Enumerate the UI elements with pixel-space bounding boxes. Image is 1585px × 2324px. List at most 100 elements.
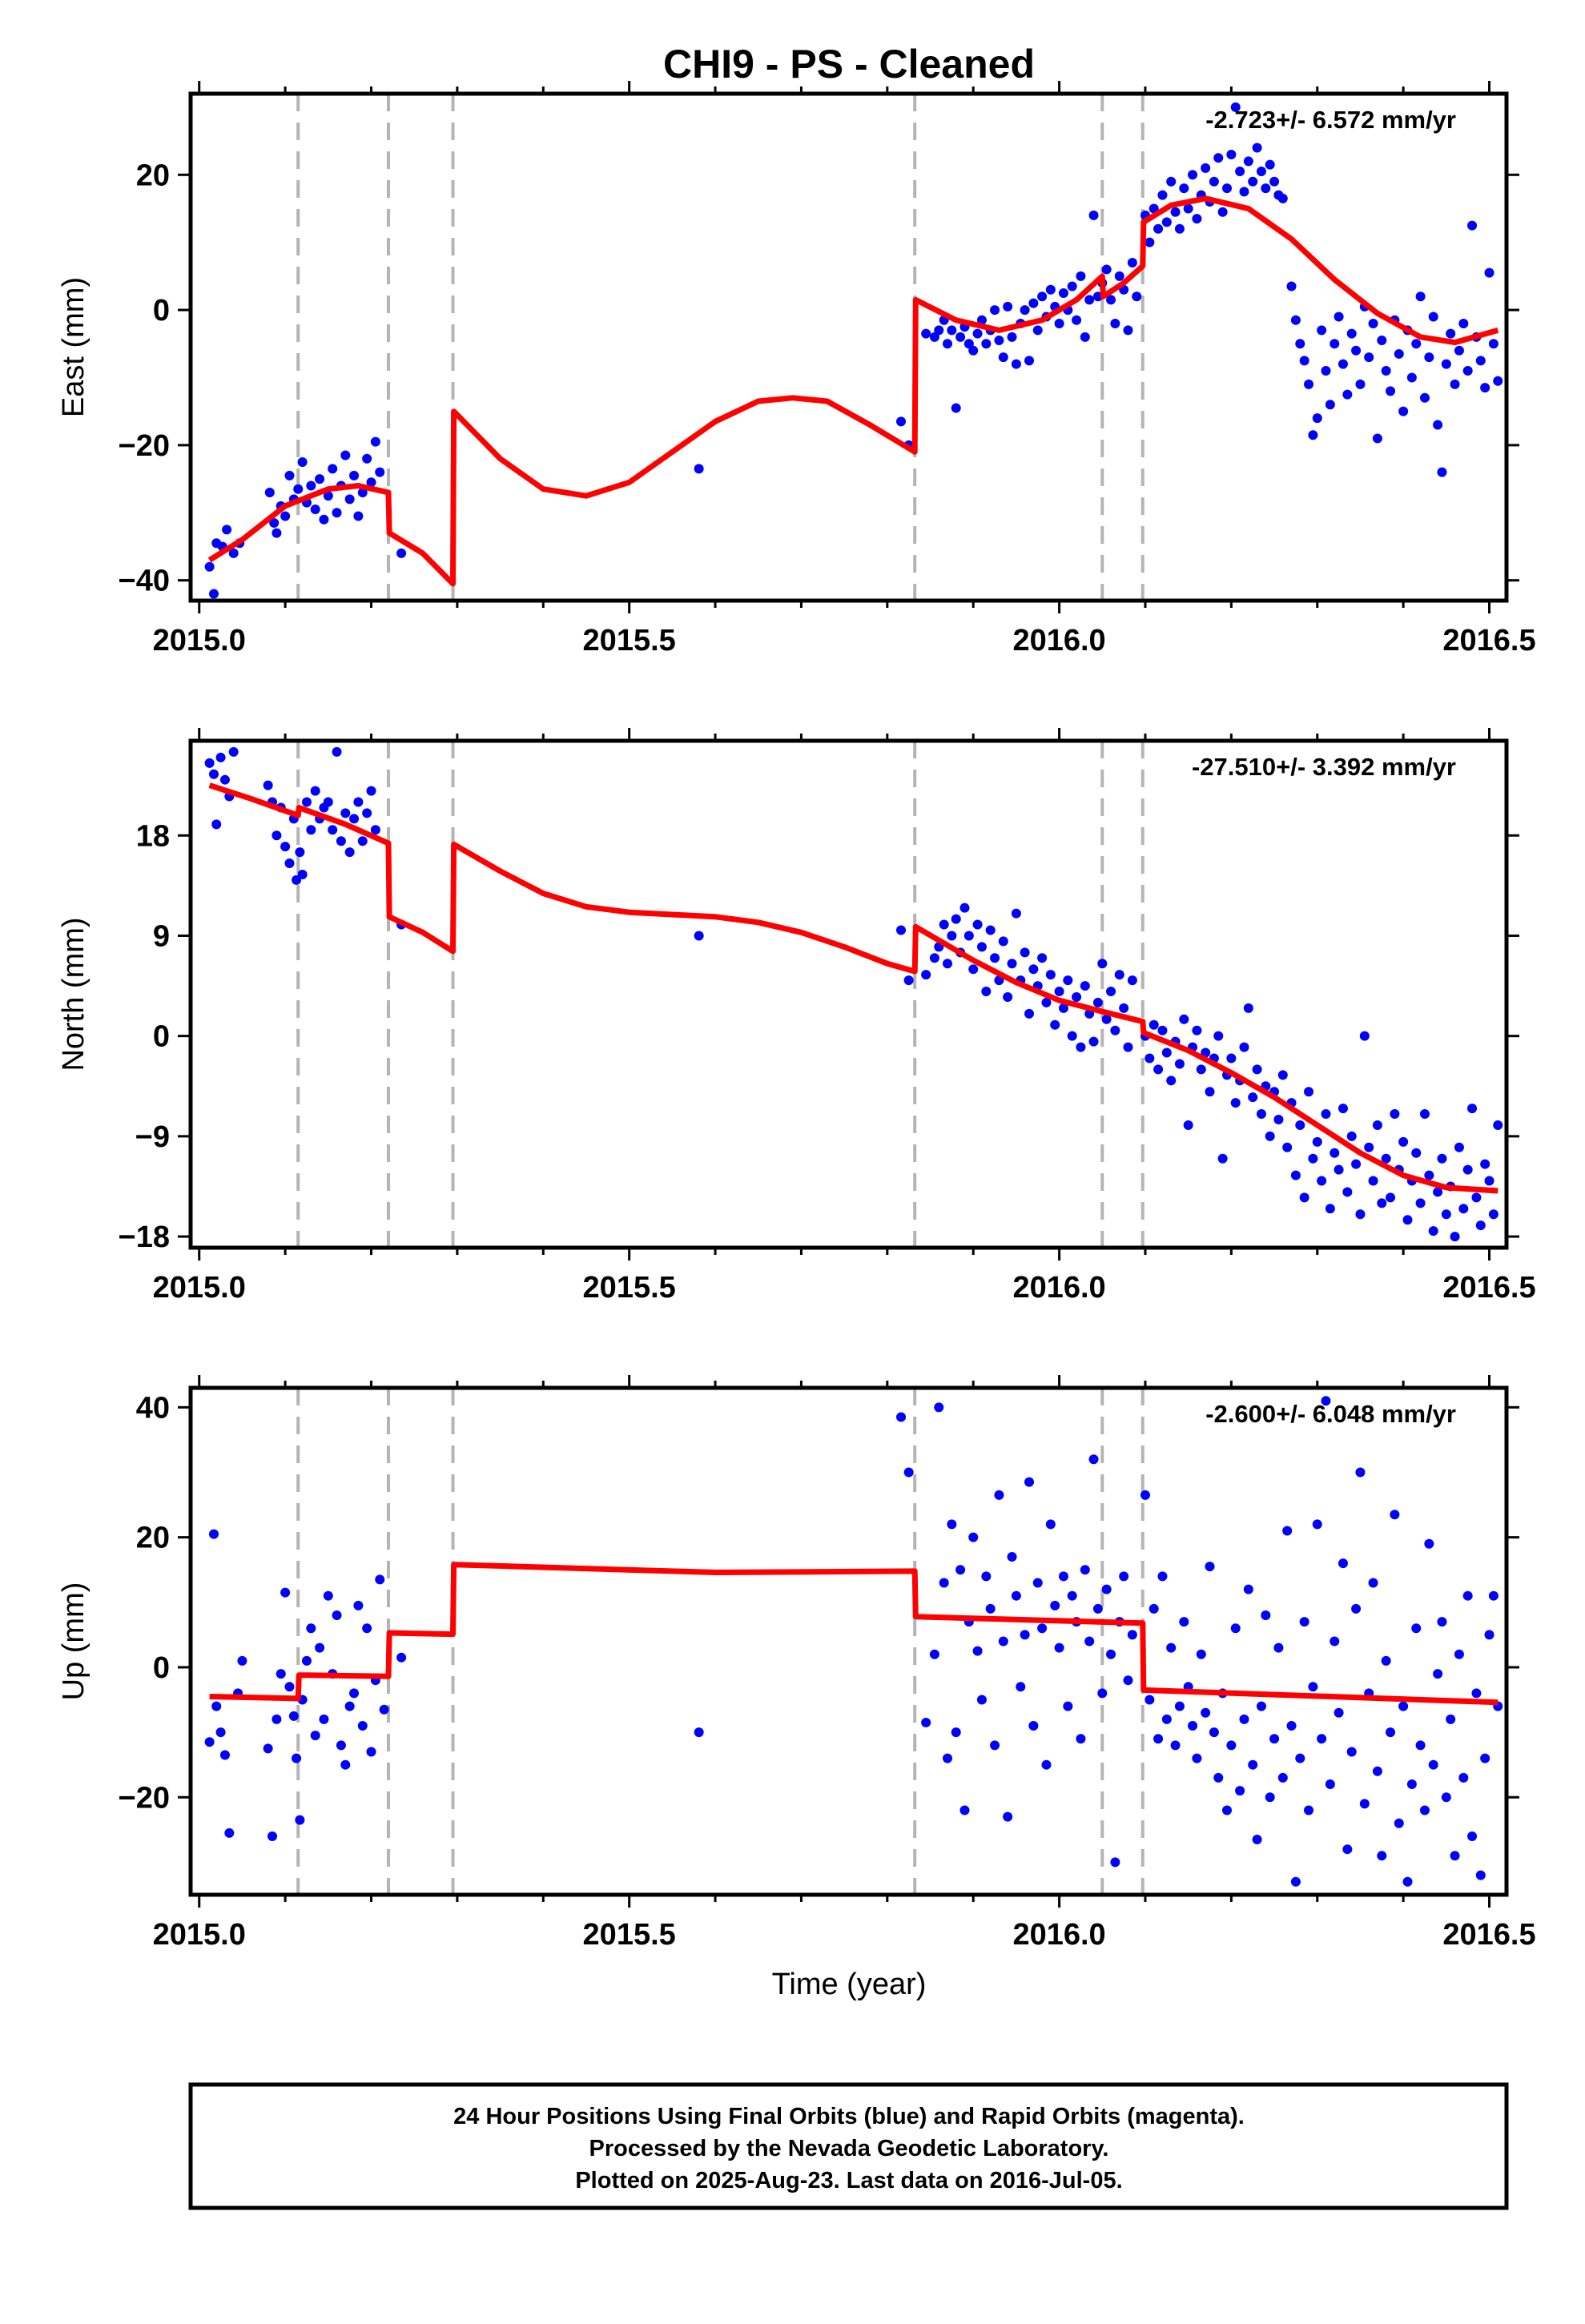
chart-title: CHI9 - PS - Cleaned (663, 42, 1035, 86)
data-point (1317, 1176, 1327, 1186)
data-point (1355, 379, 1366, 389)
data-point (1144, 237, 1155, 247)
data-point (1277, 1070, 1288, 1080)
data-point (1346, 1131, 1357, 1141)
data-point (1080, 981, 1090, 991)
data-points (204, 1396, 1503, 1887)
data-point (1334, 1164, 1344, 1175)
data-point (998, 936, 1008, 947)
data-point (1364, 1142, 1374, 1152)
data-point (1144, 1053, 1155, 1063)
data-point (1170, 1740, 1181, 1751)
data-point (1011, 1590, 1021, 1601)
data-point (1037, 292, 1048, 302)
x-tick-label: 2016.5 (1442, 1271, 1535, 1305)
data-point (1097, 1688, 1108, 1699)
data-point (1149, 203, 1159, 214)
data-point (1441, 359, 1451, 369)
data-point (1277, 193, 1288, 203)
data-point (1321, 1109, 1331, 1120)
data-point (1480, 383, 1490, 393)
data-point (1312, 1136, 1322, 1147)
data-point (1390, 1109, 1400, 1120)
data-point (1239, 187, 1249, 197)
data-point (1317, 325, 1327, 336)
y-tick-label: 9 (153, 919, 170, 953)
data-point (1058, 287, 1068, 298)
data-point (1484, 267, 1494, 278)
data-point (942, 959, 952, 969)
data-point (310, 1731, 320, 1741)
data-point (896, 1412, 907, 1422)
data-point (1084, 295, 1095, 305)
data-point (319, 514, 329, 525)
data-point (1213, 153, 1224, 163)
data-point (976, 1695, 987, 1705)
data-point (1072, 991, 1082, 1002)
data-point (1342, 1187, 1353, 1197)
data-point (1058, 1571, 1068, 1582)
data-point (1221, 183, 1232, 194)
data-point (1032, 325, 1043, 336)
data-point (1174, 1059, 1185, 1069)
data-point (972, 919, 983, 930)
data-point (1390, 1510, 1400, 1520)
data-point (1217, 1153, 1228, 1164)
data-point (222, 525, 232, 535)
data-point (1372, 433, 1382, 444)
data-point (694, 931, 704, 941)
data-point (349, 470, 360, 480)
data-point (323, 797, 333, 807)
data-point (340, 450, 351, 460)
data-point (1321, 1396, 1331, 1406)
data-point (1201, 163, 1211, 173)
data-point (366, 786, 376, 796)
data-point (1196, 1649, 1206, 1659)
data-point (284, 470, 295, 480)
data-point (1295, 339, 1305, 349)
x-tick-label: 2015.5 (583, 1918, 676, 1952)
data-point (349, 814, 360, 824)
y-tick-label: 0 (153, 1020, 170, 1054)
data-point (336, 836, 346, 846)
data-point (1299, 1192, 1309, 1203)
data-point (288, 1711, 299, 1721)
x-tick-label: 2016.0 (1012, 624, 1105, 657)
data-point (1458, 1204, 1469, 1214)
data-point (1092, 997, 1103, 1007)
data-point (1011, 908, 1021, 919)
data-point (1252, 1835, 1262, 1845)
data-point (1386, 1192, 1396, 1203)
data-point (942, 339, 952, 349)
data-point (1355, 1209, 1366, 1220)
data-point (1054, 987, 1064, 997)
data-point (1480, 1753, 1490, 1763)
data-point (375, 467, 385, 477)
data-point (1028, 964, 1039, 975)
data-point (963, 931, 974, 941)
data-point (1330, 339, 1340, 349)
data-point (1351, 1159, 1362, 1169)
data-point (1346, 1747, 1357, 1757)
data-point (1235, 167, 1245, 177)
data-point (968, 964, 979, 975)
data-point (1471, 1192, 1482, 1203)
data-point (332, 1610, 342, 1621)
data-point (1351, 1603, 1362, 1614)
data-point (981, 1571, 992, 1582)
data-point (340, 1759, 351, 1770)
data-point (1101, 264, 1112, 275)
data-point (323, 491, 333, 501)
data-point (1325, 400, 1335, 410)
model-line (208, 782, 1499, 1194)
data-point (1226, 149, 1237, 159)
data-point (1269, 1734, 1280, 1744)
data-point (1286, 1721, 1297, 1731)
data-point (1007, 1552, 1017, 1562)
data-point (366, 477, 376, 488)
data-point (306, 480, 316, 491)
data-point (1088, 210, 1099, 220)
data-point (1338, 1104, 1348, 1114)
data-point (1462, 1590, 1473, 1601)
